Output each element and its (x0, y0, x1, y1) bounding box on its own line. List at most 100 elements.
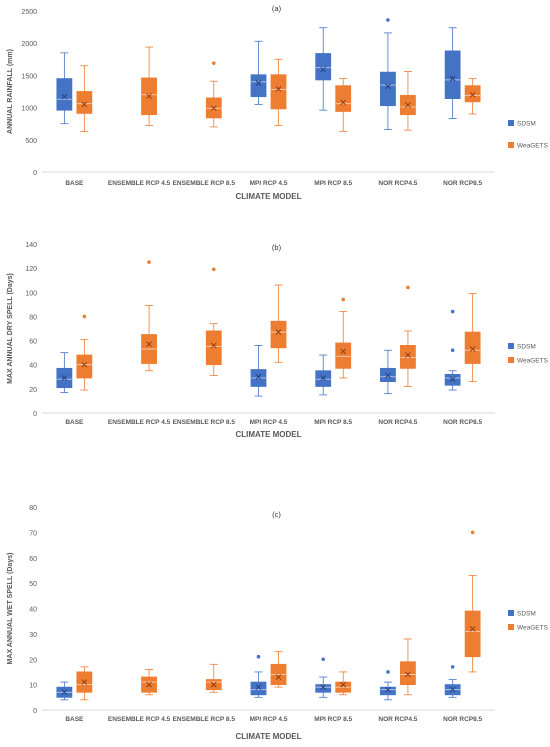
mean-marker (320, 684, 327, 690)
mean-marker (61, 93, 68, 100)
box-iqr (335, 85, 352, 112)
mean-marker (146, 341, 152, 348)
mean-marker (340, 348, 347, 355)
mean-marker (320, 375, 327, 381)
box-iqr (315, 53, 332, 81)
mean-marker (275, 86, 282, 92)
mean-marker (210, 342, 217, 349)
mean-marker (469, 91, 476, 98)
y-tick-label: 40 (29, 607, 37, 614)
box-iqr (464, 85, 481, 103)
mean-marker (81, 101, 88, 108)
mean-marker (405, 352, 411, 358)
y-tick-label: 20 (29, 387, 37, 394)
box-iqr (205, 330, 222, 366)
box-iqr (380, 686, 396, 696)
mean-marker (210, 105, 217, 112)
y-tick-label: 2500 (21, 9, 37, 16)
y-axis-title: MAX ANNUAL WET SPELL (Days) (7, 553, 14, 665)
panel-label: (b) (272, 243, 282, 252)
x-tick-label: ENSEMBLE RCP 8.5 (173, 180, 236, 187)
mean-marker (81, 361, 88, 368)
legend-swatch (508, 610, 514, 616)
legend-label: SDSM (517, 121, 536, 128)
outlier-point (386, 18, 390, 22)
panel-label: (a) (272, 4, 282, 13)
mean-marker (385, 83, 391, 90)
outlier-point (256, 654, 261, 659)
y-tick-label: 10 (29, 683, 37, 690)
mean-marker (61, 689, 68, 696)
y-axis-title: MAX ANNUAL DRY SPELL (Days) (7, 273, 14, 384)
legend-swatch (508, 624, 514, 630)
y-axis-title: ANNUAL RAINFALL (mm) (7, 49, 14, 134)
mean-marker (255, 80, 262, 86)
x-tick-label: MPI RCP 8.5 (314, 716, 352, 723)
x-tick-label: ENSEMBLE RCP 8.5 (173, 716, 236, 723)
y-tick-label: 60 (29, 556, 37, 563)
mean-marker (469, 346, 476, 352)
x-tick-label: ENSEMBLE RCP 4.5 (108, 419, 171, 426)
box-iqr (250, 74, 267, 98)
outlier-point (341, 297, 346, 302)
x-tick-label: NOR RCP8.5 (443, 180, 482, 187)
y-tick-label: 80 (29, 505, 37, 512)
mean-marker (449, 686, 456, 693)
outlier-point (386, 670, 390, 674)
legend-swatch (508, 120, 514, 126)
mean-marker (255, 373, 262, 380)
mean-marker (340, 99, 347, 106)
x-tick-label: BASE (65, 180, 84, 187)
y-tick-label: 0 (33, 170, 37, 177)
box-iqr (315, 684, 332, 693)
x-axis-title: CLIMATE MODEL (235, 192, 301, 201)
outlier-point (450, 665, 455, 669)
x-tick-label: ENSEMBLE RCP 4.5 (108, 716, 171, 723)
mean-marker (449, 376, 456, 383)
y-tick-label: 20 (29, 657, 37, 664)
x-tick-label: MPI RCP 4.5 (250, 716, 288, 723)
y-tick-label: 30 (29, 632, 37, 639)
x-tick-label: BASE (65, 716, 84, 723)
box-iqr (464, 610, 481, 658)
x-tick-label: MPI RCP 4.5 (250, 419, 288, 426)
outlier-point (211, 61, 216, 65)
legend-label: SDSM (517, 344, 536, 351)
legend-label: WeaGETS (517, 143, 549, 150)
y-tick-label: 40 (29, 363, 37, 370)
y-tick-label: 0 (33, 708, 37, 715)
y-tick-label: 140 (25, 242, 37, 249)
box-iqr (76, 354, 93, 379)
mean-marker (275, 674, 282, 680)
box-iqr (56, 78, 73, 111)
mean-marker (405, 102, 411, 108)
panel-label: (c) (272, 510, 281, 519)
x-tick-label: ENSEMBLE RCP 4.5 (108, 180, 171, 187)
box-iqr (250, 681, 267, 696)
outlier-point (211, 267, 216, 272)
outlier-point (147, 260, 151, 264)
y-tick-label: 50 (29, 581, 37, 588)
x-tick-label: ENSEMBLE RCP 8.5 (173, 419, 236, 426)
x-axis-title: CLIMATE MODEL (235, 430, 301, 439)
y-tick-label: 500 (25, 138, 37, 145)
x-tick-label: NOR RCP4.5 (378, 180, 417, 187)
mean-marker (340, 681, 347, 688)
mean-marker (210, 681, 217, 688)
mean-marker (469, 625, 476, 632)
y-tick-label: 60 (29, 339, 37, 346)
box-iqr (335, 342, 352, 369)
outlier-point (406, 285, 410, 290)
mean-marker (81, 679, 88, 685)
mean-marker (146, 93, 152, 99)
x-tick-label: NOR RCP4.5 (378, 716, 417, 723)
x-tick-label: MPI RCP 8.5 (314, 180, 352, 187)
x-tick-label: BASE (65, 419, 84, 426)
x-tick-label: NOR RCP8.5 (443, 716, 482, 723)
x-tick-label: NOR RCP8.5 (443, 419, 482, 426)
y-tick-label: 2000 (21, 41, 37, 48)
outlier-point (450, 309, 455, 314)
legend-swatch (508, 343, 514, 349)
outlier-point (82, 314, 87, 319)
box-iqr (464, 331, 481, 364)
